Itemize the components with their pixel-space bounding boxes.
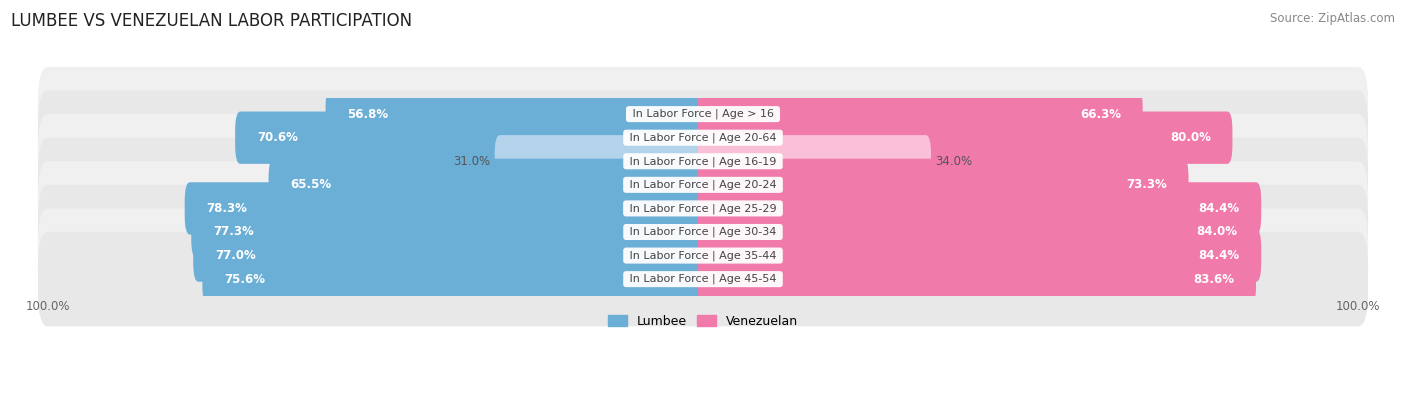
Text: In Labor Force | Age 35-44: In Labor Force | Age 35-44 [626,250,780,261]
Text: 56.8%: 56.8% [347,107,388,120]
FancyBboxPatch shape [495,135,709,188]
FancyBboxPatch shape [697,159,1188,211]
FancyBboxPatch shape [38,138,1368,232]
FancyBboxPatch shape [697,135,931,188]
FancyBboxPatch shape [193,229,709,282]
Text: In Labor Force | Age 30-34: In Labor Force | Age 30-34 [626,227,780,237]
FancyBboxPatch shape [38,209,1368,303]
Text: 84.4%: 84.4% [1198,202,1240,215]
Legend: Lumbee, Venezuelan: Lumbee, Venezuelan [603,310,803,333]
FancyBboxPatch shape [697,206,1258,258]
Text: 31.0%: 31.0% [453,155,491,168]
FancyBboxPatch shape [326,88,709,140]
Text: In Labor Force | Age 16-19: In Labor Force | Age 16-19 [626,156,780,167]
FancyBboxPatch shape [38,185,1368,279]
Text: 83.6%: 83.6% [1194,273,1234,286]
FancyBboxPatch shape [191,206,709,258]
FancyBboxPatch shape [184,182,709,235]
Text: In Labor Force | Age 20-64: In Labor Force | Age 20-64 [626,132,780,143]
Text: 73.3%: 73.3% [1126,178,1167,191]
Text: In Labor Force | Age 20-24: In Labor Force | Age 20-24 [626,180,780,190]
Text: 84.0%: 84.0% [1197,226,1237,239]
FancyBboxPatch shape [269,159,709,211]
Text: 77.3%: 77.3% [212,226,253,239]
Text: 77.0%: 77.0% [215,249,256,262]
Text: In Labor Force | Age 25-29: In Labor Force | Age 25-29 [626,203,780,214]
Text: 34.0%: 34.0% [935,155,973,168]
FancyBboxPatch shape [38,114,1368,209]
FancyBboxPatch shape [38,161,1368,256]
FancyBboxPatch shape [38,90,1368,185]
FancyBboxPatch shape [697,88,1143,140]
Text: LUMBEE VS VENEZUELAN LABOR PARTICIPATION: LUMBEE VS VENEZUELAN LABOR PARTICIPATION [11,12,412,30]
FancyBboxPatch shape [697,229,1261,282]
Text: 84.4%: 84.4% [1198,249,1240,262]
FancyBboxPatch shape [697,111,1233,164]
Text: 75.6%: 75.6% [224,273,264,286]
FancyBboxPatch shape [38,232,1368,326]
Text: 70.6%: 70.6% [257,131,298,144]
Text: 80.0%: 80.0% [1170,131,1211,144]
Text: 78.3%: 78.3% [207,202,247,215]
FancyBboxPatch shape [697,182,1261,235]
Text: In Labor Force | Age 45-54: In Labor Force | Age 45-54 [626,274,780,284]
FancyBboxPatch shape [38,67,1368,161]
Text: 66.3%: 66.3% [1080,107,1121,120]
Text: Source: ZipAtlas.com: Source: ZipAtlas.com [1270,12,1395,25]
Text: In Labor Force | Age > 16: In Labor Force | Age > 16 [628,109,778,119]
FancyBboxPatch shape [697,253,1256,305]
FancyBboxPatch shape [202,253,709,305]
FancyBboxPatch shape [235,111,709,164]
Text: 65.5%: 65.5% [290,178,332,191]
